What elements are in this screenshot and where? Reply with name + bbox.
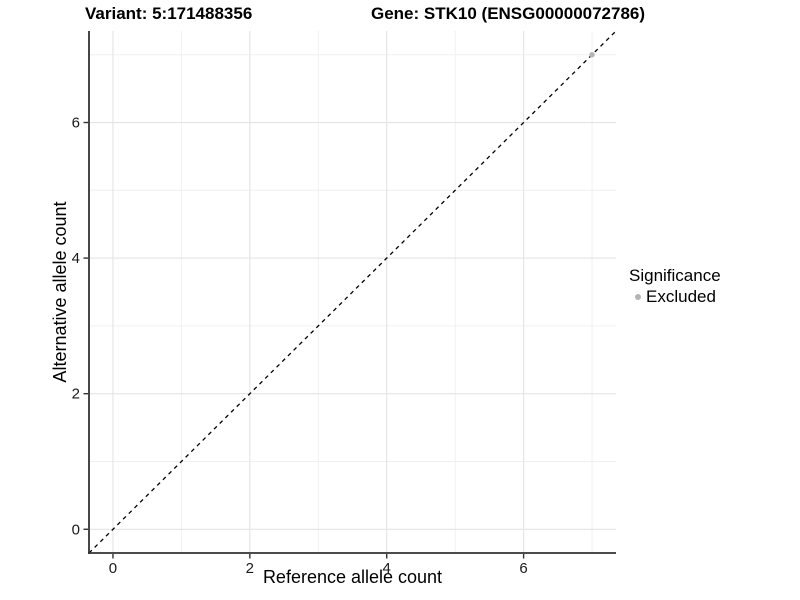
legend-item-label: Excluded	[646, 286, 716, 306]
data-point	[589, 52, 595, 58]
legend-item: Excluded	[629, 286, 797, 307]
y-tick-label: 0	[72, 521, 80, 538]
x-axis-title: Reference allele count	[262, 567, 443, 587]
identity-dashed-line	[88, 30, 617, 554]
legend-key	[629, 288, 646, 305]
x-tick-label: 0	[109, 560, 117, 577]
y-tick-label: 4	[72, 250, 80, 267]
x-tick-label: 6	[519, 560, 527, 577]
x-tick-label: 4	[383, 560, 391, 577]
legend: Significance Excluded	[629, 265, 797, 307]
y-tick-label: 2	[72, 386, 80, 403]
variant-title: Variant: 5:171488356	[85, 4, 253, 23]
legend-title: Significance	[629, 266, 721, 285]
excluded-point-icon	[634, 293, 641, 300]
gene-title: Gene: STK10 (ENSG00000072786)	[371, 4, 646, 23]
x-tick-label: 2	[246, 560, 254, 577]
y-axis-title: Alternative allele count	[50, 201, 70, 383]
y-tick-label: 6	[72, 115, 80, 132]
